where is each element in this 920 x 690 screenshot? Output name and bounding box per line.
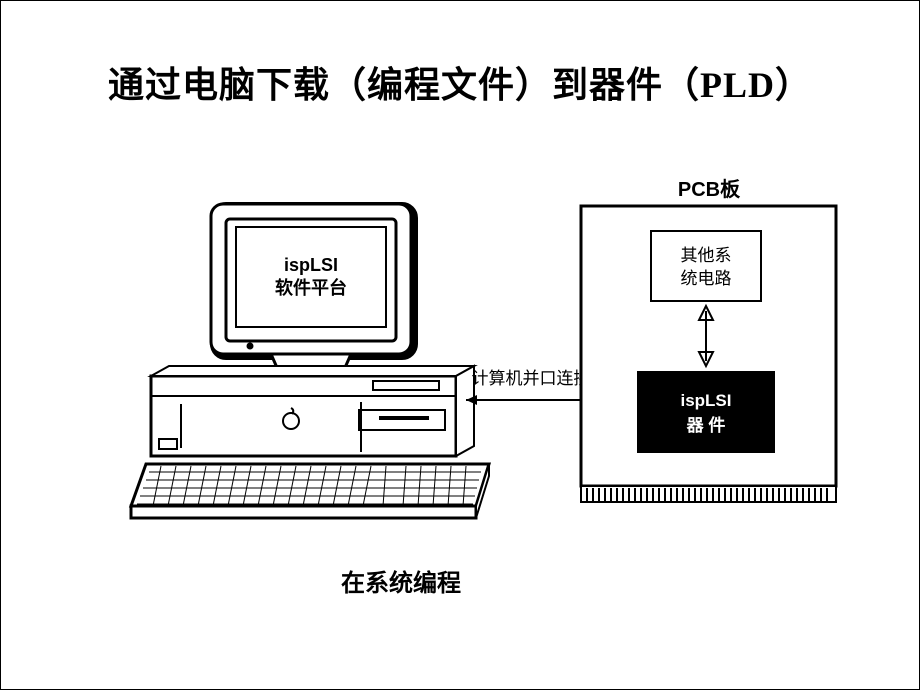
slide-page: 通过电脑下载（编程文件）到器件（PLD） ispLSI 软件平台 bbox=[0, 0, 920, 690]
screen-text-2: 软件平台 bbox=[275, 277, 347, 298]
caption-text: 在系统编程 bbox=[341, 569, 461, 597]
keyboard-front-edge bbox=[131, 506, 476, 518]
other-circuit-text-2: 统电路 bbox=[681, 269, 732, 288]
keyboard bbox=[131, 464, 489, 518]
monitor: ispLSI 软件平台 bbox=[211, 204, 414, 370]
computer-top bbox=[151, 366, 474, 376]
device-text-2: 器 件 bbox=[686, 415, 726, 435]
diagram-area: ispLSI 软件平台 bbox=[81, 146, 841, 606]
monitor-led-icon bbox=[247, 343, 253, 349]
monitor-screen bbox=[236, 227, 386, 327]
power-button-icon bbox=[159, 439, 177, 449]
floppy-slot-1 bbox=[373, 381, 439, 390]
device-chip bbox=[637, 371, 775, 453]
pcb-board: PCB板 其他系 统电路 ispLSI 器 件 bbox=[581, 177, 836, 502]
screen-text-1: ispLSI bbox=[284, 255, 338, 275]
desktop-computer bbox=[151, 366, 474, 456]
edge-connector-pins bbox=[587, 488, 827, 502]
other-circuit-text-1: 其他系 bbox=[681, 246, 732, 265]
page-title: 通过电脑下载（编程文件）到器件（PLD） bbox=[1, 1, 919, 108]
pcb-title: PCB板 bbox=[678, 177, 741, 201]
device-text-1: ispLSI bbox=[680, 391, 731, 410]
floppy-slit bbox=[379, 416, 429, 420]
other-circuit-block bbox=[651, 231, 761, 301]
cable-label: 计算机并口连接 bbox=[472, 369, 591, 388]
diagram-svg: ispLSI 软件平台 bbox=[81, 146, 841, 626]
